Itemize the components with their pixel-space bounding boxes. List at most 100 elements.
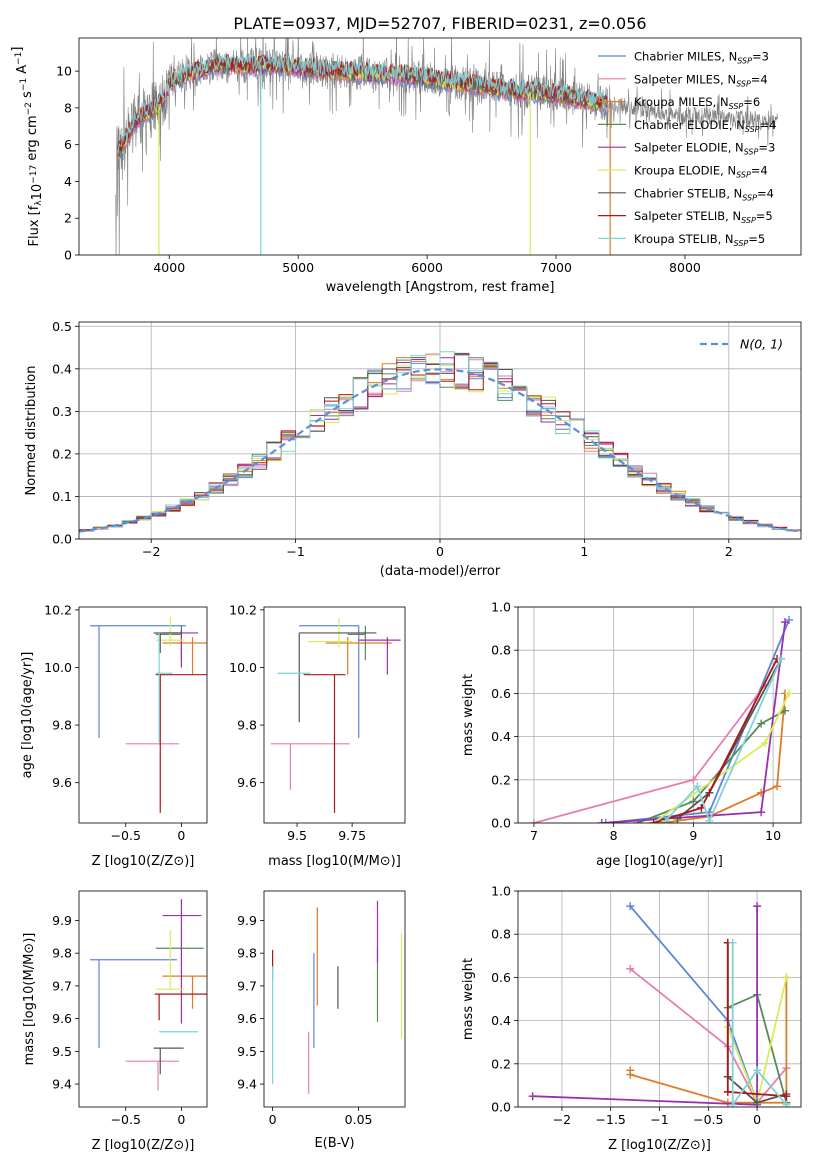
x-axis-label: mass [log10(M/M⊙)]	[268, 854, 401, 869]
y-tick-label: 9.4	[237, 1077, 257, 1092]
y-tick-label: 0.2	[52, 446, 72, 461]
y-tick-label: 0.8	[491, 643, 511, 658]
y-tick-label: 0.4	[491, 729, 511, 744]
y-tick-label: 1.0	[491, 600, 511, 615]
errorbar-point	[153, 632, 183, 654]
y-tick-label: 0.4	[52, 361, 72, 376]
y-axis-label: Normed distribution	[24, 366, 39, 496]
legend-label: Chabrier MILES, NSSP=3	[634, 50, 769, 66]
y-tick-label: 0	[64, 248, 72, 263]
y-axis-label: mass weight	[461, 674, 476, 756]
mass-weight-vs-age-plot: 7 8 9 10 0.0 0.2 0.4 0.6 0.8 1.0 age [log10(age/yr…	[461, 600, 802, 869]
x-tick-label: −0.5	[111, 828, 141, 843]
errorbar-point	[299, 625, 360, 739]
y-axis-label-part: A	[15, 65, 30, 78]
y-tick-label: 9.9	[237, 913, 257, 928]
legend-label-value: =5	[756, 209, 773, 223]
x-tick-label: 9	[689, 828, 697, 843]
y-tick-label: 6	[64, 137, 72, 152]
mass-weight-marker	[773, 782, 782, 791]
plot-area	[115, 38, 778, 255]
mass-weight-marker	[528, 1092, 537, 1101]
legend-label: Kroupa ELODIE, NSSP=4	[634, 164, 768, 180]
y-axis-label-part: s	[20, 91, 35, 102]
y-tick-label: 10.0	[44, 660, 72, 675]
y-tick-label: 0.6	[491, 686, 511, 701]
errorbar-point	[125, 1060, 180, 1091]
mass-weight-marker	[781, 706, 790, 715]
y-tick-label: 0.0	[491, 1100, 511, 1115]
axes-frame: 9.5 9.75 9.6 9.8 10.0 10.2 mass [log10(M/M⊙)]	[229, 602, 406, 869]
mass-weight-marker	[705, 816, 714, 823]
legend-label-sub: SSP	[742, 193, 757, 202]
legend-label-sub: SSP	[736, 79, 751, 88]
legend-label-sub: SSP	[744, 148, 759, 157]
axes-border	[78, 37, 802, 256]
x-tick-label: 8	[610, 828, 618, 843]
axes-border	[263, 890, 406, 1108]
y-tick-label: 9.8	[237, 946, 257, 961]
plot-area	[271, 900, 403, 1094]
x-tick-label: 0	[269, 1112, 277, 1127]
mass-weight-series	[629, 905, 758, 1104]
legend-label-sub: SSP	[734, 239, 749, 248]
x-tick-label: 1	[580, 544, 588, 559]
mass-weight-marker	[693, 782, 702, 791]
x-tick-label: −1	[650, 1112, 668, 1127]
y-tick-label: 9.7	[52, 978, 72, 993]
mass-weight-marker	[781, 618, 790, 627]
errorbar-point	[270, 743, 350, 790]
legend-label-sub: SSP	[745, 125, 760, 134]
mass-weight-marker	[723, 1087, 732, 1096]
mass-weight-marker	[782, 1100, 791, 1107]
model-spectrum	[117, 54, 608, 154]
y-tick-label: 10.2	[229, 602, 257, 617]
errorbar-point	[303, 674, 346, 813]
mass-weight-marker	[689, 797, 698, 806]
y-axis-label-part: erg cm	[25, 115, 40, 164]
plot-area	[529, 615, 794, 823]
x-tick-label: 2	[725, 544, 733, 559]
mass-weight-marker	[661, 816, 670, 823]
legend-label-sub: SSP	[737, 57, 752, 66]
legend-label-value: =5	[748, 232, 765, 246]
x-tick-label: −0.5	[111, 1112, 141, 1127]
y-tick-label: 10.2	[44, 602, 72, 617]
axes-border	[78, 606, 208, 824]
axes-frame: 7 8 9 10 0.0 0.2 0.4 0.6 0.8 1.0 age [log10(age/yr…	[461, 600, 802, 869]
mass-weight-series	[629, 968, 788, 1105]
legend-label: Chabrier STELIB, NSSP=4	[634, 186, 774, 202]
mass-weight-marker	[761, 739, 770, 748]
plot-area	[90, 617, 207, 813]
age-vs-metallicity-plot: −0.5 0 9.6 9.8 10.0 10.2 Z [log10(Z/Z⊙)] age [l…	[20, 602, 208, 869]
mass-weight-marker	[626, 964, 635, 973]
plot-area	[270, 618, 401, 813]
errorbar-point	[325, 637, 392, 675]
plot-area	[90, 899, 207, 1091]
x-tick-label: 5000	[282, 260, 314, 275]
y-axis-label: Flux [fλ10−17 erg cm−2 s−1 A−1]	[10, 47, 45, 247]
mass-weight-marker	[597, 819, 606, 823]
x-axis-label: age [log10(age/yr)]	[596, 854, 723, 869]
x-tick-label: 0	[177, 828, 185, 843]
y-tick-label: 9.8	[52, 946, 72, 961]
y-tick-label: 9.4	[52, 1077, 72, 1092]
legend-label-value: =3	[758, 141, 775, 155]
legend-label-sub: SSP	[729, 102, 744, 111]
y-tick-label: 8	[64, 100, 72, 115]
mass-weight-marker	[777, 654, 786, 663]
legend-label: Kroupa STELIB, NSSP=5	[634, 232, 765, 248]
y-tick-label: 0.8	[491, 927, 511, 942]
x-axis-label: E(B-V)	[314, 1136, 354, 1151]
mass-weight-marker	[626, 1070, 635, 1079]
x-tick-label: −2	[142, 544, 160, 559]
y-tick-label: 9.8	[237, 718, 257, 733]
y-tick-label: 0.6	[491, 970, 511, 985]
gaussian-curve	[79, 368, 801, 533]
axes-frame: −2 −1 0 1 2 0.0 0.1 0.2 0.3 0.4 0.5 (data-model)/er…	[24, 319, 802, 579]
y-tick-label: 9.8	[52, 718, 72, 733]
residuals-histogram: −2 −1 0 1 2 0.0 0.1 0.2 0.3 0.4 0.5 (data-model)/er…	[24, 319, 802, 579]
mass-weight-marker	[529, 819, 538, 823]
y-axis-label: age [log10(age/yr)]	[20, 652, 35, 779]
